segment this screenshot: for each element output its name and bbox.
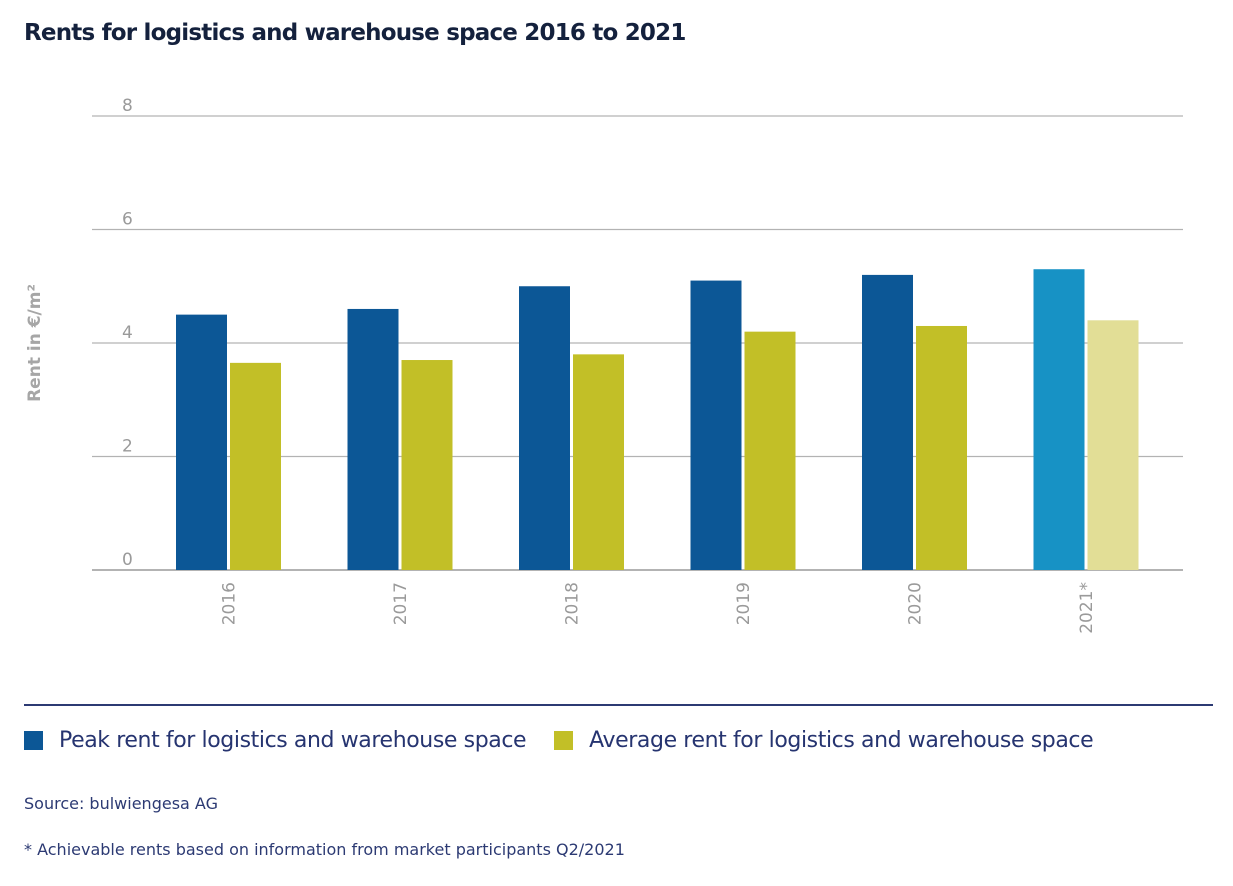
- legend-item-peak: Peak rent for logistics and warehouse sp…: [24, 728, 527, 753]
- legend-label-average: Average rent for logistics and warehouse…: [589, 728, 1094, 753]
- bar-peak-2020: [862, 274, 913, 570]
- x-axis-labels: 2016 2017 2018 2019 2020 2021*: [220, 582, 1098, 634]
- chart-title: Rents for logistics and warehouse space …: [24, 20, 686, 46]
- bar-peak-2018: [519, 286, 570, 570]
- x-tick-label: 2020: [906, 582, 926, 625]
- source-note: Source: bulwiengesa AG: [24, 794, 218, 813]
- x-tick-label: 2018: [563, 582, 583, 625]
- bar-peak-2019: [690, 280, 742, 570]
- legend-divider: [24, 704, 1213, 706]
- bar-peak-2016: [176, 314, 227, 570]
- bar-average-2016: [230, 362, 281, 570]
- legend-swatch-average: [554, 731, 574, 750]
- footnote: * Achievable rents based on information …: [24, 840, 625, 859]
- legend-swatch-peak: [24, 731, 43, 750]
- y-tick-label: 2: [122, 437, 133, 457]
- bars: [176, 269, 1139, 570]
- bar-peak-2021: [1033, 269, 1085, 570]
- bar-peak-2017: [347, 308, 399, 570]
- legend-item-average: Average rent for logistics and warehouse…: [554, 728, 1094, 753]
- bar-average-2018: [573, 354, 624, 570]
- x-tick-label: 2017: [391, 582, 411, 625]
- bar-chart: 0 2 4 6 8 2016 2017 2018 2019 2020 2021* Rent in …: [25, 96, 1183, 634]
- bar-average-2020: [916, 325, 967, 570]
- bar-average-2021: [1087, 320, 1139, 570]
- bar-average-2019: [744, 331, 796, 570]
- y-tick-label: 4: [122, 323, 133, 343]
- y-axis-label: Rent in €/m²: [25, 284, 45, 402]
- legend: Peak rent for logistics and warehouse sp…: [24, 728, 1121, 753]
- bar-average-2017: [401, 360, 453, 570]
- y-tick-label: 8: [122, 96, 133, 116]
- y-tick-label: 6: [122, 210, 133, 230]
- legend-label-peak: Peak rent for logistics and warehouse sp…: [59, 728, 527, 753]
- x-tick-label: 2021*: [1077, 582, 1097, 634]
- x-tick-label: 2016: [220, 582, 240, 625]
- x-tick-label: 2019: [734, 582, 754, 625]
- y-tick-label: 0: [122, 550, 133, 570]
